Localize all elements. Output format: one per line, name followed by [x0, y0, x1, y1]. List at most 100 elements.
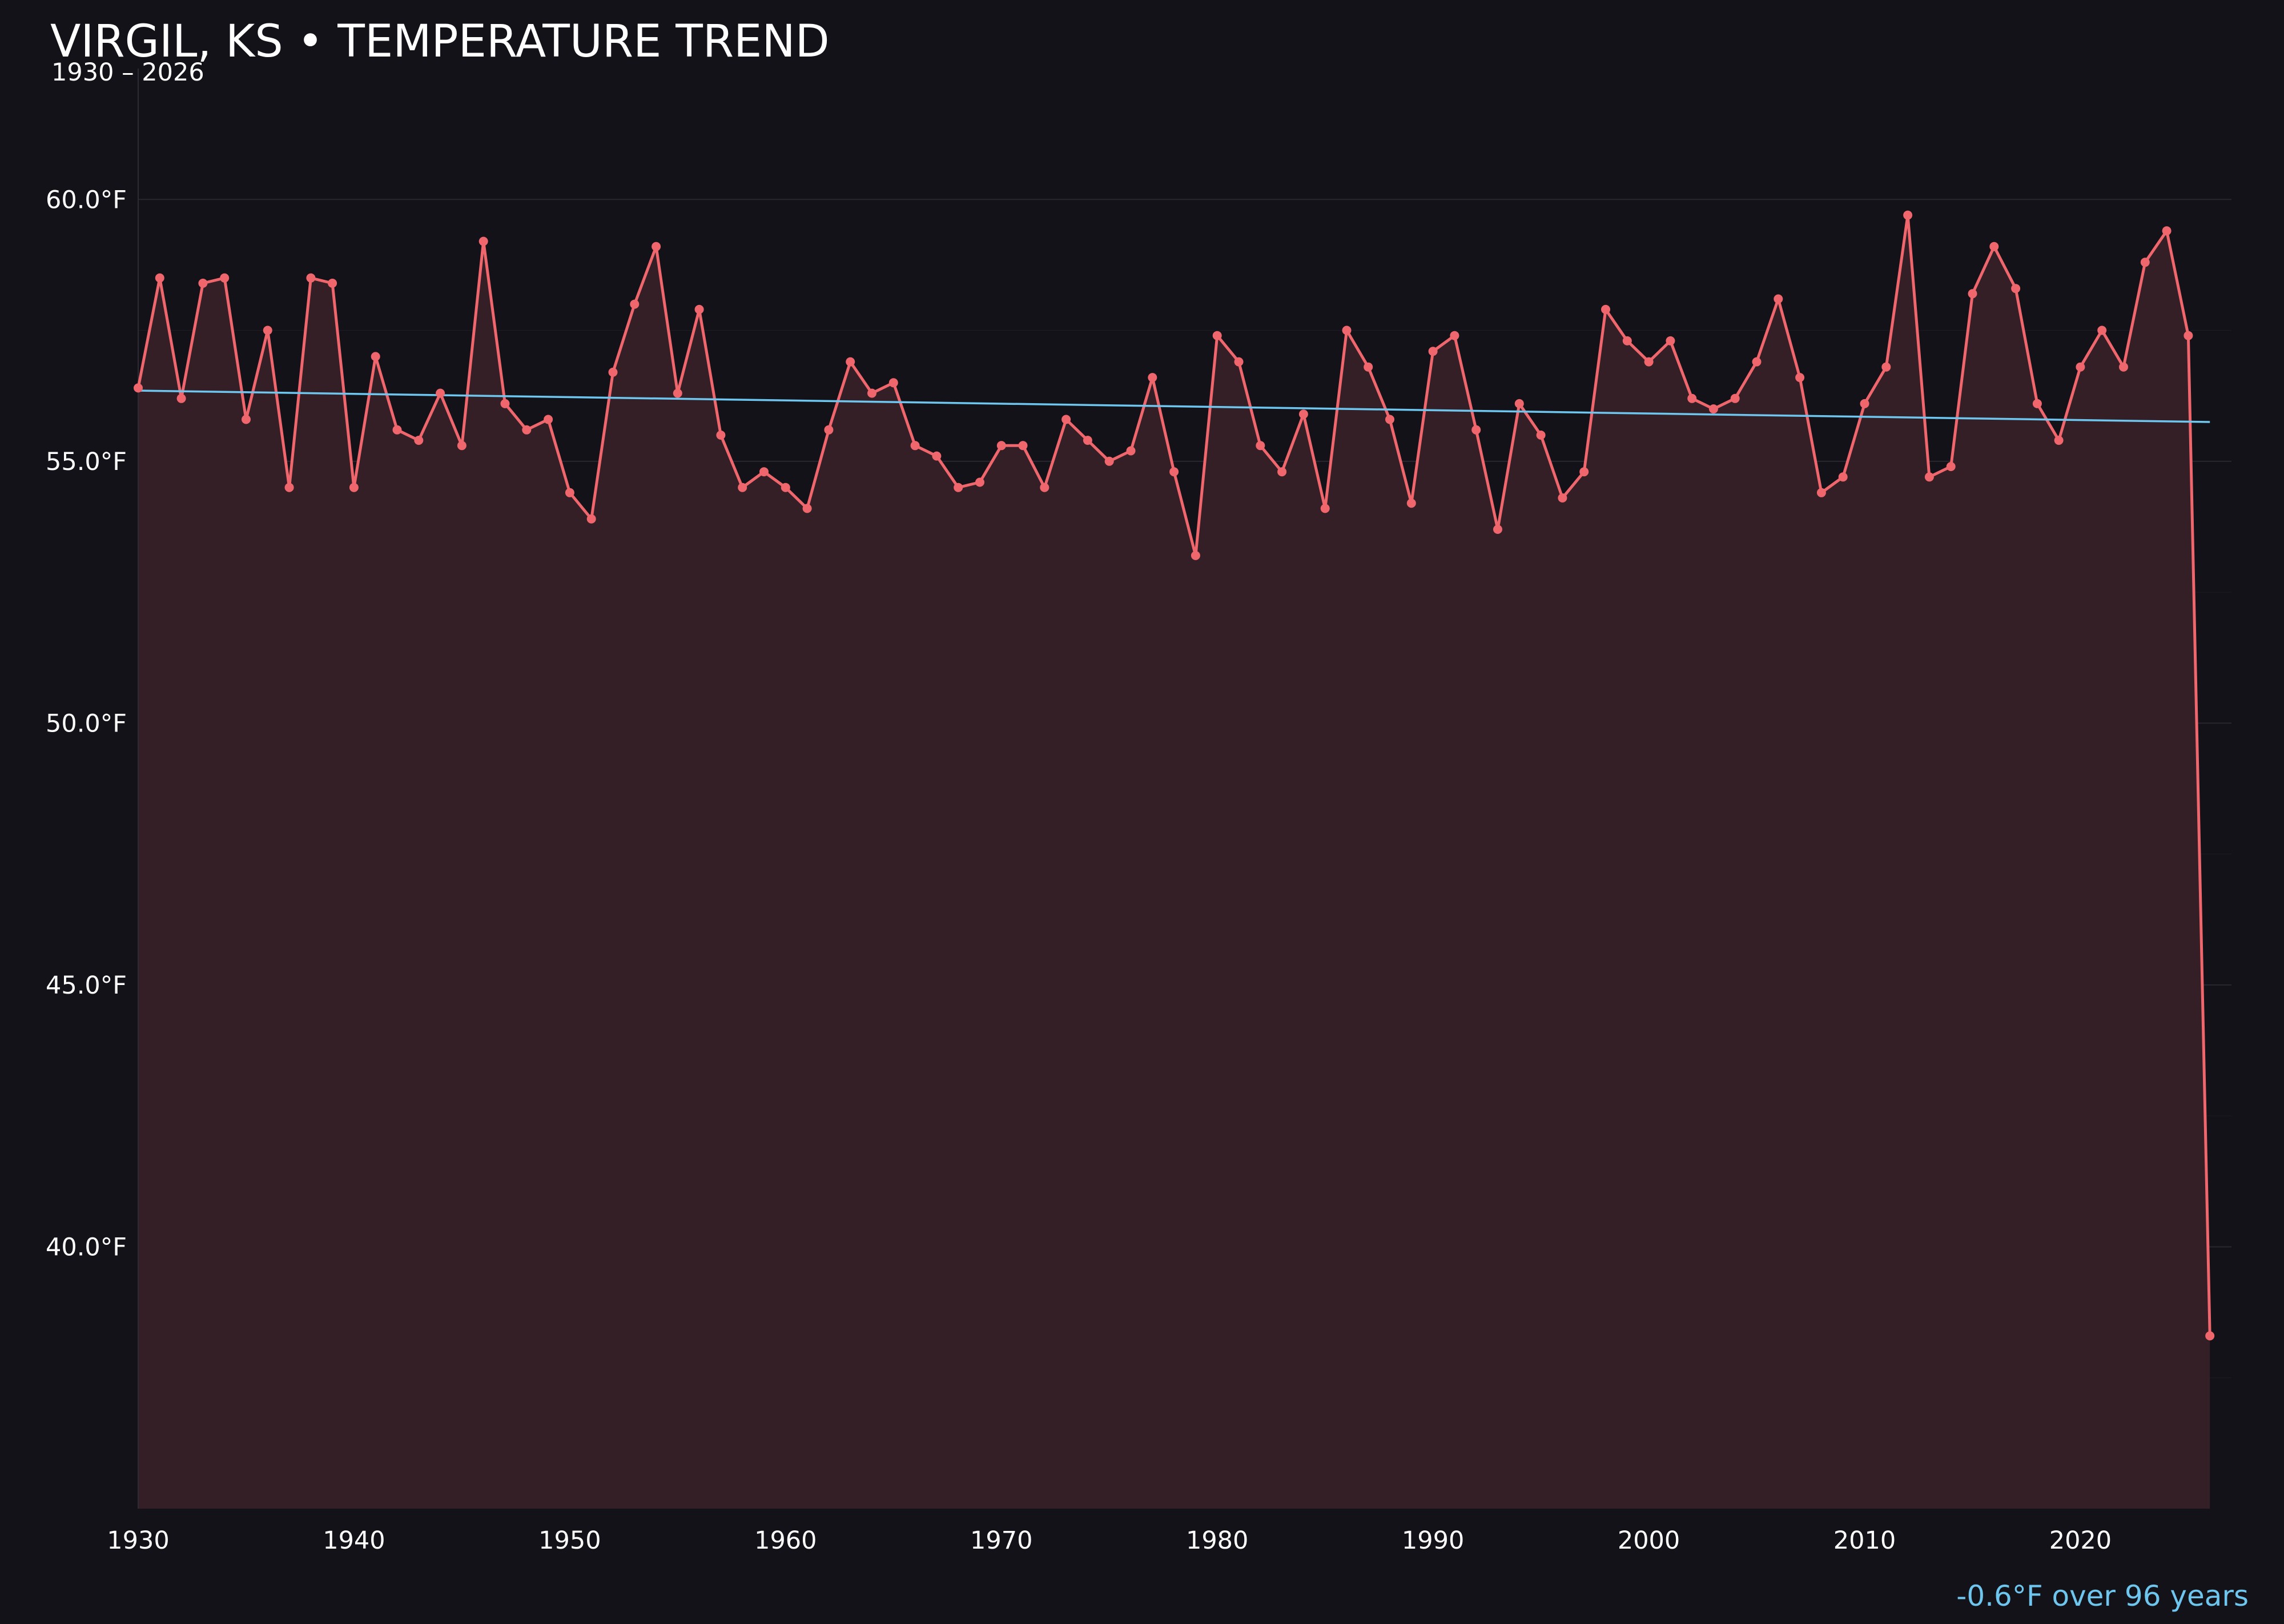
x-tick-label-1940: 1940 — [323, 1526, 385, 1555]
data-point-1995 — [1536, 431, 1546, 440]
data-point-1956 — [694, 304, 704, 314]
data-point-1993 — [1493, 525, 1502, 534]
data-point-1960 — [781, 483, 790, 492]
data-point-2026 — [2205, 1331, 2215, 1341]
x-tick-label-1990: 1990 — [1402, 1526, 1464, 1555]
data-point-1961 — [802, 504, 812, 513]
data-point-1946 — [478, 236, 488, 246]
data-point-1950 — [565, 488, 574, 497]
data-point-2015 — [1968, 289, 1977, 299]
x-tick-label-1980: 1980 — [1186, 1526, 1248, 1555]
data-point-2019 — [2054, 436, 2064, 445]
data-point-1998 — [1601, 304, 1610, 314]
data-point-2009 — [1838, 472, 1848, 482]
data-point-1967 — [932, 451, 942, 461]
data-point-1941 — [371, 352, 380, 361]
data-points — [134, 210, 2215, 1341]
data-point-1933 — [198, 279, 208, 288]
y-axis: 40.0°F 45.0°F 50.0°F 55.0°F 60.0°F — [46, 186, 127, 1261]
data-point-1951 — [586, 514, 596, 524]
data-point-1968 — [954, 483, 963, 492]
data-point-2023 — [2140, 258, 2150, 267]
data-point-1976 — [1126, 446, 1136, 456]
data-point-2006 — [1774, 294, 1783, 304]
data-point-1938 — [306, 273, 316, 283]
data-point-1965 — [888, 378, 898, 388]
data-point-1962 — [824, 425, 834, 435]
data-point-2013 — [1924, 472, 1934, 482]
data-point-1992 — [1471, 425, 1481, 435]
data-point-1990 — [1428, 347, 1438, 356]
data-point-2004 — [1730, 393, 1740, 403]
chart-subtitle: 1930 – 2026 — [51, 58, 204, 87]
chart-title: VIRGIL, KS • TEMPERATURE TREND — [50, 16, 830, 67]
x-tick-label-1970: 1970 — [970, 1526, 1032, 1555]
data-point-1991 — [1450, 331, 1459, 340]
data-point-1940 — [349, 483, 359, 492]
data-point-1999 — [1622, 336, 1632, 345]
data-point-1945 — [457, 441, 467, 451]
data-point-1983 — [1277, 467, 1287, 477]
x-tick-label-1930: 1930 — [107, 1526, 169, 1555]
x-tick-label-1960: 1960 — [754, 1526, 817, 1555]
data-point-1947 — [500, 399, 510, 408]
data-point-1943 — [414, 436, 424, 445]
data-point-1931 — [155, 273, 164, 283]
data-point-2011 — [1881, 362, 1891, 372]
data-point-1981 — [1234, 357, 1244, 367]
trend-annotation: -0.6°F over 96 years — [1956, 1579, 2249, 1613]
data-point-1942 — [392, 425, 402, 435]
data-point-2016 — [1989, 242, 1999, 251]
data-point-1997 — [1579, 467, 1589, 477]
data-point-1966 — [910, 441, 920, 451]
data-point-2008 — [1816, 488, 1826, 497]
temperature-area-fill — [138, 215, 2210, 1509]
data-point-1986 — [1342, 325, 1352, 335]
x-axis: 1930 1940 1950 1960 1970 1980 1990 2000 2010 2020 — [107, 1526, 2112, 1555]
data-point-1978 — [1169, 467, 1179, 477]
data-point-1935 — [242, 415, 251, 424]
data-point-1975 — [1104, 456, 1114, 466]
x-tick-label-2020: 2020 — [2049, 1526, 2112, 1555]
data-point-2007 — [1795, 373, 1805, 383]
data-point-1957 — [716, 431, 726, 440]
data-point-1955 — [673, 388, 682, 398]
data-point-2010 — [1860, 399, 1869, 408]
data-point-1963 — [846, 357, 855, 367]
data-point-2003 — [1708, 404, 1718, 414]
data-point-2012 — [1903, 210, 1913, 220]
data-point-2017 — [2011, 284, 2021, 294]
trend-line — [138, 389, 2210, 423]
data-point-1953 — [630, 299, 640, 309]
data-point-2001 — [1666, 336, 1675, 345]
data-point-1932 — [176, 393, 186, 403]
data-point-1996 — [1558, 493, 1567, 503]
data-point-1984 — [1298, 409, 1308, 419]
data-point-1987 — [1364, 362, 1373, 372]
data-point-1954 — [652, 242, 661, 251]
data-point-2021 — [2097, 325, 2107, 335]
data-point-1973 — [1061, 415, 1071, 424]
data-point-1952 — [608, 367, 618, 377]
data-point-2014 — [1946, 462, 1956, 471]
data-point-2002 — [1687, 393, 1697, 403]
data-point-1930 — [134, 383, 143, 393]
data-point-1937 — [284, 483, 294, 492]
y-tick-label-50: 50.0°F — [46, 709, 127, 738]
data-point-1979 — [1191, 550, 1200, 560]
data-point-1985 — [1320, 504, 1330, 513]
data-point-1994 — [1514, 399, 1524, 408]
data-point-1958 — [738, 483, 747, 492]
data-point-1969 — [975, 477, 984, 487]
x-tick-label-2010: 2010 — [1833, 1526, 1896, 1555]
x-tick-label-2000: 2000 — [1618, 1526, 1680, 1555]
data-point-1964 — [867, 388, 876, 398]
y-tick-label-60: 60.0°F — [46, 186, 127, 214]
data-point-2025 — [2184, 331, 2193, 340]
data-point-1977 — [1148, 373, 1157, 383]
data-point-1944 — [436, 388, 445, 398]
y-tick-label-45: 45.0°F — [46, 971, 127, 1000]
data-point-1988 — [1385, 415, 1394, 424]
data-point-1959 — [759, 467, 769, 477]
data-point-1972 — [1040, 483, 1049, 492]
